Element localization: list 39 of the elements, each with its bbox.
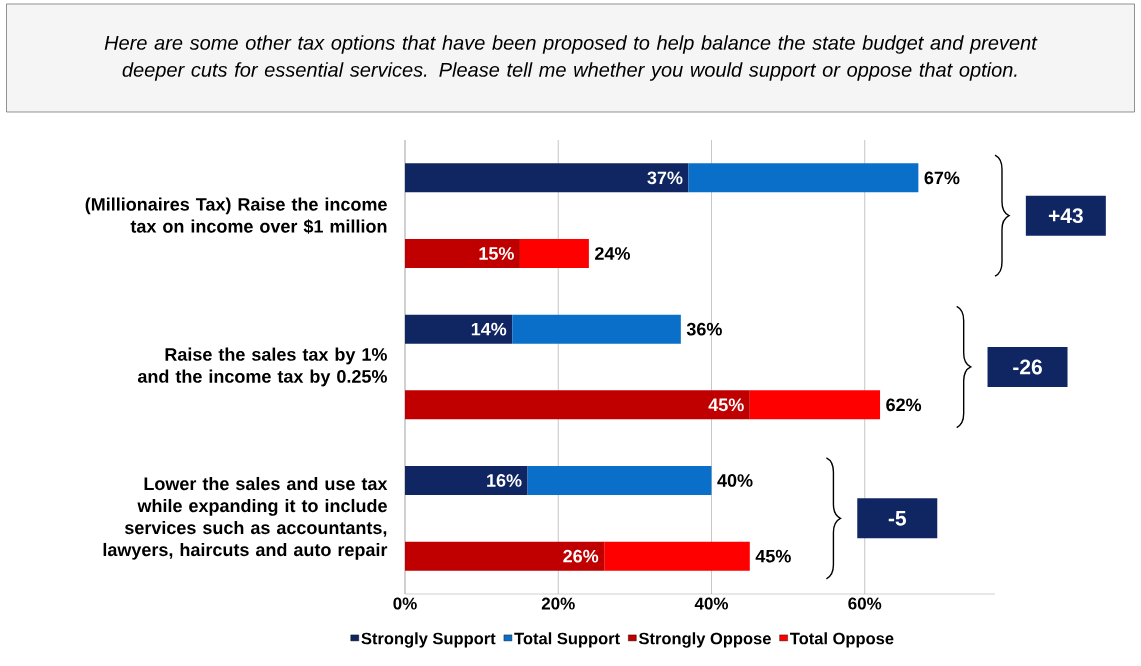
bar	[512, 314, 681, 344]
y-tick-label: (Millionaires Tax) Raise the income tax on income over $1 million	[85, 197, 387, 234]
chart-title: Here are some other tax options that have been proposed to help balance the state budget and prevent deeper cuts for essential services. Please tell me whether you would support or oppose that option.	[104, 35, 1038, 81]
bar	[405, 390, 750, 420]
x-tick-label: 60%	[848, 597, 882, 610]
data-label: 45%	[708, 398, 744, 412]
bar	[688, 163, 919, 193]
bar	[405, 163, 689, 193]
total-label: 67%	[924, 171, 960, 185]
data-label: 37%	[647, 171, 683, 185]
data-label: 14%	[471, 322, 507, 336]
text: +43	[1048, 208, 1083, 224]
y-tick-label: Raise the sales tax by 1% and the income tax by 0.25%	[137, 347, 387, 387]
total-label: 40%	[717, 474, 753, 487]
text: -26	[1013, 359, 1042, 375]
data-label: 16%	[487, 474, 522, 487]
legend-label: Strongly Oppose	[638, 632, 771, 648]
legend-label: Total Oppose	[790, 632, 894, 648]
data-label: 15%	[479, 247, 514, 260]
bar	[405, 239, 520, 268]
x-tick-label: 0%	[393, 597, 417, 610]
y-tick-label: Lower the sales and use tax while expanding it to include services such as accountants, lawyers, haircuts and auto repair	[103, 476, 388, 560]
legend-label: Strongly Support	[361, 632, 496, 648]
bar	[527, 465, 712, 495]
bar	[604, 541, 750, 571]
annotation: -5	[888, 511, 907, 526]
x-tick-label: 40%	[694, 597, 729, 610]
bar	[405, 465, 528, 495]
total-label: 24%	[595, 247, 630, 260]
total-label: 45%	[755, 549, 791, 563]
total-label: 36%	[686, 322, 722, 336]
total-label: 62%	[886, 398, 922, 412]
x-tick-label: 20%	[541, 597, 575, 610]
bar	[405, 314, 513, 344]
bar	[519, 239, 589, 268]
bar	[749, 390, 881, 420]
legend-label: Total Support	[514, 632, 620, 648]
data-label: 26%	[563, 549, 599, 563]
bar	[405, 541, 605, 571]
